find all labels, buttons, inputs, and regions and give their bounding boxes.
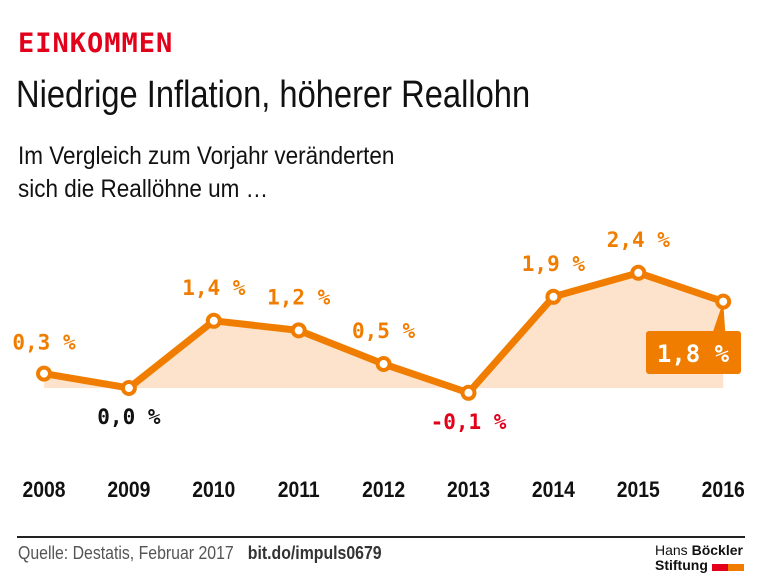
x-tick-label: 2011 [278, 478, 320, 502]
data-label: 0,0 % [97, 405, 161, 429]
chart-title: Niedrige Inflation, höherer Reallohn [16, 74, 531, 116]
footer-divider [17, 536, 745, 538]
source-note: Quelle: Destatis, Februar 2017 bit.do/imp… [18, 543, 382, 564]
data-label: 2,4 % [607, 228, 671, 252]
x-tick-label: 2016 [702, 478, 745, 502]
subtitle-line-2: sich die Reallöhne um … [18, 175, 269, 203]
x-tick-label: 2010 [192, 478, 235, 502]
x-tick-label: 2014 [532, 478, 576, 502]
data-label: 0,5 % [352, 319, 416, 343]
data-label: 1,9 % [522, 252, 586, 276]
data-label: 0,3 % [12, 331, 76, 355]
source-link[interactable]: bit.do/impuls0679 [247, 543, 382, 563]
callout-box [646, 331, 741, 374]
x-tick-label: 2012 [362, 478, 405, 502]
data-label-highlight: 1,8 % [657, 340, 730, 368]
data-point [205, 312, 222, 329]
data-point [290, 322, 307, 339]
data-point [120, 380, 137, 396]
data-label: -0,1 % [431, 410, 507, 434]
logo-bars-icon [711, 559, 744, 574]
data-point [545, 288, 562, 305]
data-label: 1,2 % [267, 285, 331, 309]
data-label: 1,4 % [182, 276, 246, 300]
data-point [460, 384, 477, 401]
data-point [36, 365, 52, 382]
chart-subtitle: Im Vergleich zum Vorjahr veränderten sic… [18, 140, 394, 206]
source-text: Quelle: Destatis, Februar 2017 [18, 543, 234, 563]
kicker: EINKOMMEN [18, 28, 174, 59]
x-tick-label: 2008 [22, 478, 65, 502]
x-tick-label: 2015 [617, 478, 660, 502]
data-point [630, 264, 647, 281]
data-point [715, 293, 732, 310]
x-tick-label: 2013 [447, 478, 490, 502]
hans-boeckler-logo: Hans Böckler Stiftung [655, 542, 744, 574]
subtitle-line-1: Im Vergleich zum Vorjahr veränderten [18, 142, 395, 170]
data-point [375, 356, 392, 372]
x-tick-label: 2009 [107, 478, 150, 502]
